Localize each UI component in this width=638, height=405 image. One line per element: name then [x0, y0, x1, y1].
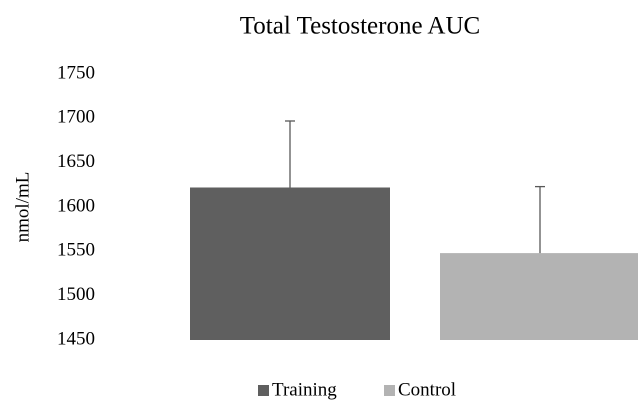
y-tick-label: 1750 [57, 62, 95, 83]
bar [190, 187, 390, 340]
y-tick-label: 1500 [57, 284, 95, 305]
y-tick-label: 1550 [57, 240, 95, 261]
legend-swatch [258, 385, 269, 396]
chart-title: Total Testosterone AUC [240, 13, 480, 40]
legend-label: Control [398, 379, 456, 400]
y-tick-label: 1700 [57, 107, 95, 128]
legend-swatch [384, 385, 395, 396]
y-tick-label: 1450 [57, 328, 95, 349]
y-axis-label: nmol/mL [12, 172, 33, 243]
y-tick-label: 1600 [57, 195, 95, 216]
legend-label: Training [272, 379, 337, 400]
bar [440, 253, 638, 340]
y-tick-label: 1650 [57, 151, 95, 172]
